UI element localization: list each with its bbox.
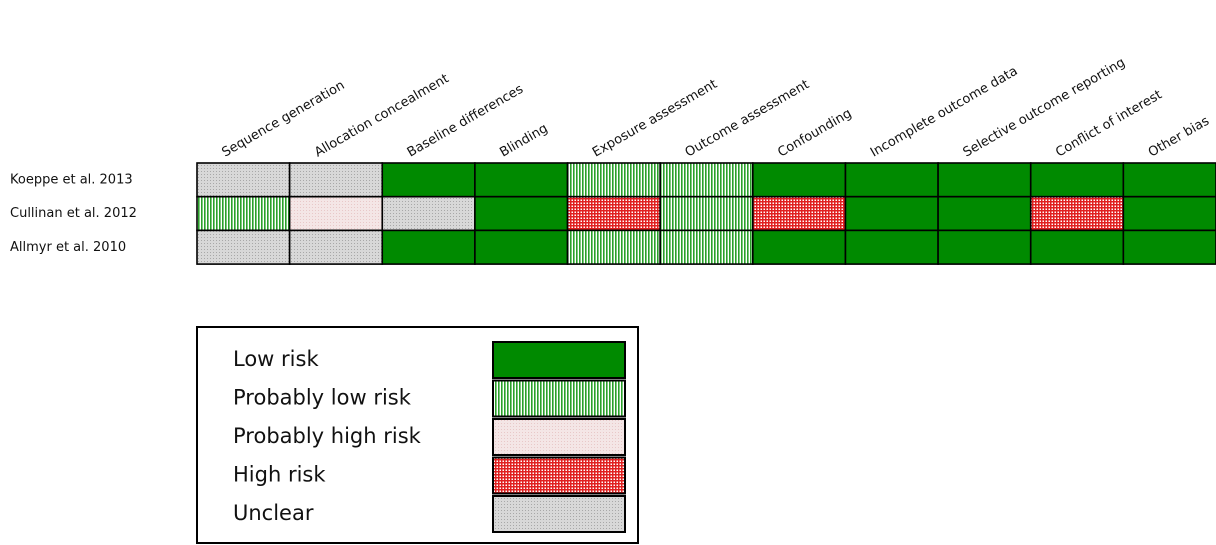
cell (1122, 229, 1216, 265)
legend-label: Probably high risk (233, 424, 422, 448)
cell (381, 229, 476, 265)
cell (1122, 162, 1216, 198)
column-header: Incomplete outcome data (868, 64, 1020, 161)
cell (937, 229, 1032, 265)
legend-swatch (492, 418, 626, 456)
legend-label: Probably low risk (233, 386, 412, 410)
cell (1122, 195, 1216, 232)
cell (1029, 229, 1125, 265)
cell (844, 162, 939, 198)
cell (752, 162, 847, 198)
cell (196, 195, 291, 232)
column-header: Blinding (497, 121, 550, 160)
cell (381, 195, 476, 232)
legend-label: High risk (233, 463, 326, 487)
cell (1029, 195, 1125, 232)
cell (844, 195, 939, 232)
legend-swatch (492, 495, 626, 533)
row-label: Cullinan et al. 2012 (10, 206, 137, 221)
cell (937, 195, 1032, 232)
column-header: Confounding (775, 106, 854, 160)
cell (474, 229, 569, 265)
cell (474, 162, 569, 198)
row-label: Koeppe et al. 2013 (10, 172, 133, 187)
cell (288, 195, 384, 232)
cell (752, 229, 847, 265)
cell (196, 229, 291, 265)
legend-label: Low risk (233, 347, 319, 371)
cell (659, 162, 754, 198)
cell (288, 162, 384, 198)
cell (844, 229, 939, 265)
cell (1029, 162, 1125, 198)
legend-swatch (492, 456, 626, 495)
row-label: Allmyr et al. 2010 (10, 240, 126, 255)
cell (752, 195, 847, 232)
legend-swatch (492, 341, 626, 379)
cell (659, 229, 754, 265)
cell (659, 195, 754, 232)
column-header: Other bias (1146, 114, 1212, 161)
column-header: Selective outcome reporting (961, 55, 1128, 160)
legend-label: Unclear (233, 501, 314, 525)
legend-swatch (492, 379, 626, 418)
cell (381, 162, 476, 198)
cell (566, 195, 661, 232)
cell (196, 162, 291, 198)
cell (474, 195, 569, 232)
cell (566, 162, 661, 198)
cell (937, 162, 1032, 198)
cell (566, 229, 661, 265)
cell (288, 229, 384, 265)
